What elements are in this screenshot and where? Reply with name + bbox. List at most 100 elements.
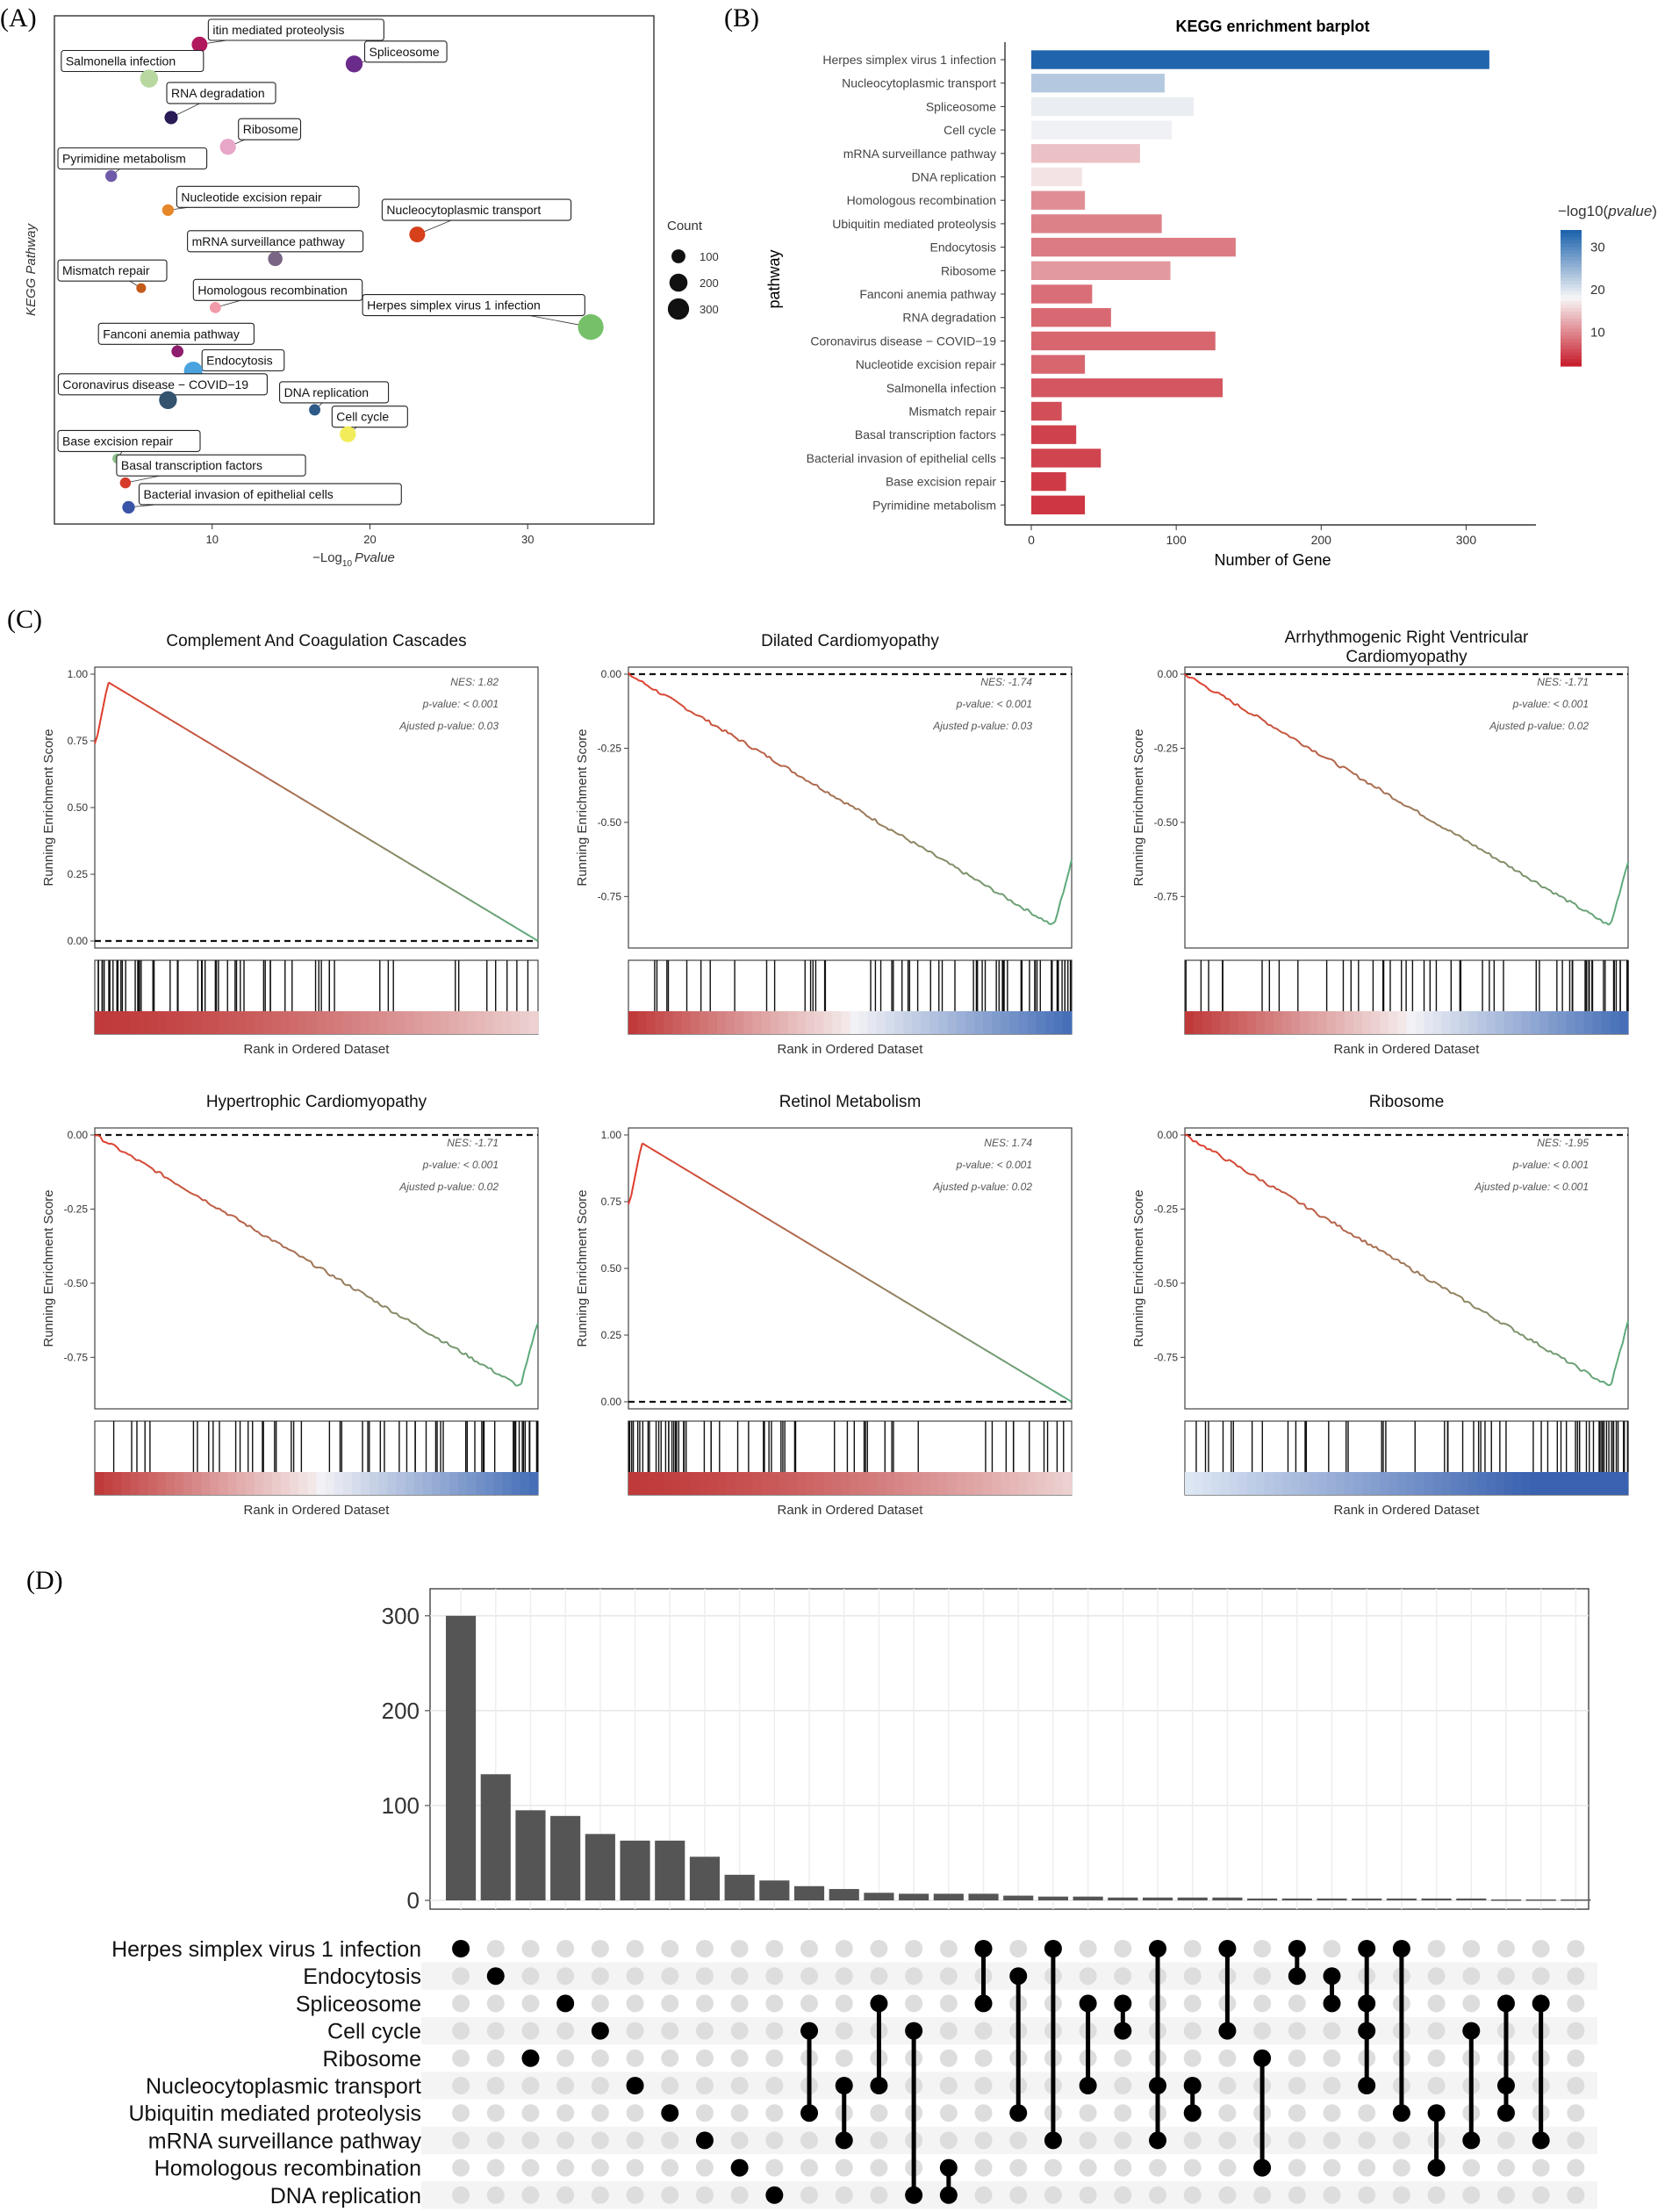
- gsea-heat-strip: [1185, 1011, 1629, 1034]
- gsea-curve-segment: [755, 748, 759, 751]
- gsea-heat-cell: [528, 1011, 539, 1034]
- gsea-heat-cell: [664, 1011, 673, 1034]
- gsea-curve-segment: [1403, 804, 1407, 808]
- gsea-curve-segment: [872, 1281, 876, 1284]
- panel-b-legend-swatch: [1561, 335, 1582, 340]
- gsea-curve-segment: [352, 828, 356, 832]
- gsea-curve-segment: [1333, 760, 1338, 766]
- gsea-curve-segment: [1503, 1322, 1507, 1325]
- panel-b-bar: [1031, 120, 1173, 140]
- gsea-curve-segment: [158, 711, 162, 715]
- panel-a-xlabel-sub: 10: [342, 559, 353, 569]
- gsea-curve-segment: [240, 761, 245, 765]
- gsea-heat-cell: [104, 1011, 113, 1034]
- gsea-curve-segment: [169, 1178, 173, 1182]
- gsea-curve-segment: [534, 1322, 539, 1332]
- gsea-curve-segment: [1026, 908, 1031, 913]
- gsea-curve-segment: [855, 1270, 859, 1275]
- upset-ytick-label: 100: [382, 1792, 420, 1819]
- gsea-curve-segment: [154, 709, 160, 714]
- gsea-curve-segment: [105, 1141, 110, 1145]
- gsea-curve-segment: [141, 1160, 146, 1165]
- upset-dot-inactive: [870, 2104, 888, 2122]
- gsea-curve-segment: [1602, 1380, 1607, 1385]
- gsea-curve-segment: [635, 1153, 641, 1168]
- upset-dot-inactive: [591, 2049, 609, 2067]
- upset-dot-inactive: [626, 2104, 644, 2122]
- upset-dot-inactive: [1288, 2186, 1306, 2204]
- gsea-curve-segment: [671, 1160, 677, 1165]
- gsea-heat-cell: [1424, 1472, 1434, 1495]
- panel-b-legend-swatch: [1561, 339, 1582, 343]
- gsea-heat-cell: [183, 1011, 193, 1034]
- gsea-heat-cell: [342, 1011, 353, 1034]
- gsea-curve-segment: [520, 930, 525, 934]
- gsea-curve-segment: [293, 793, 298, 797]
- panel-a-label-box: [192, 278, 363, 301]
- gsea-curve-segment: [721, 729, 726, 733]
- gsea-curve-segment: [125, 692, 129, 695]
- gsea-heat-cell: [192, 1472, 202, 1495]
- gsea-heat-cell: [707, 1011, 718, 1034]
- gsea-curve-segment: [977, 879, 981, 883]
- gsea-curve-segment: [1386, 792, 1391, 796]
- gsea-heat-cell: [1044, 1011, 1055, 1034]
- panel-a-point-label: Nucleocytoplasmic transport: [386, 203, 541, 217]
- gsea-curve-segment: [1298, 1202, 1302, 1205]
- gsea-curve-segment: [152, 708, 156, 712]
- gsea-curve-segment: [1436, 823, 1440, 827]
- gsea-curve-segment: [1378, 786, 1382, 792]
- gsea-curve-segment: [257, 772, 262, 775]
- gsea-curve-segment: [1616, 892, 1621, 902]
- gsea-curve-segment: [744, 1203, 749, 1208]
- gsea-curve-segment: [965, 1337, 970, 1341]
- gsea-curve-segment: [429, 1333, 434, 1337]
- gsea-heat-cell: [1220, 1472, 1230, 1495]
- gsea-curve-segment: [882, 1287, 887, 1291]
- gsea-curve-segment: [819, 1249, 823, 1253]
- upset-bar: [1456, 1898, 1487, 1900]
- gsea-curve-segment: [1043, 1384, 1048, 1388]
- gsea-curve-segment: [688, 709, 693, 714]
- gsea-curve-segment: [377, 1301, 381, 1306]
- gsea-heat-cell: [1194, 1011, 1203, 1034]
- gsea-curve-segment: [338, 820, 342, 823]
- panel-a-point-label: Fanconi anemia pathway: [103, 327, 240, 341]
- upset-set-label: Ribosome: [322, 2047, 421, 2072]
- gsea-curve-segment: [1589, 912, 1593, 916]
- gsea-curve-segment: [171, 720, 176, 723]
- gsea-curve-segment: [1234, 1162, 1238, 1167]
- gsea-heat-cell: [440, 1011, 450, 1034]
- panel-a-point: [171, 345, 184, 358]
- upset-bar: [899, 1893, 929, 1900]
- gsea-curve-segment: [221, 1210, 226, 1213]
- gsea-curve-segment: [509, 1379, 514, 1383]
- upset-dot-inactive: [1079, 2131, 1097, 2150]
- gsea-curve-segment: [1026, 1374, 1031, 1378]
- upset-dot-inactive: [486, 2158, 505, 2177]
- gsea-heat-cell: [227, 1011, 238, 1034]
- gsea-curve-segment: [391, 1311, 395, 1315]
- gsea-curve-segment: [927, 1314, 931, 1318]
- gsea-heat-cell: [1282, 1472, 1292, 1495]
- gsea-curve-segment: [830, 794, 834, 797]
- gsea-pvalue: p-value: < 0.001: [422, 698, 499, 710]
- gsea-heat-cell: [1512, 1011, 1523, 1034]
- gsea-plot-frame: [1184, 666, 1629, 949]
- gsea-curve-segment: [738, 1201, 743, 1204]
- upset-bar: [585, 1834, 615, 1900]
- gsea-heat-cell: [1601, 1472, 1611, 1495]
- gsea-curve-segment: [741, 739, 745, 743]
- gsea-curve-segment: [418, 1326, 422, 1331]
- upset-dot-inactive: [452, 1994, 470, 2013]
- gsea-curve-segment: [528, 1341, 534, 1352]
- panel-b-bar: [1031, 331, 1216, 351]
- gsea-curve-segment: [1018, 1369, 1023, 1373]
- panel-b-legend-swatch: [1561, 254, 1582, 258]
- gsea-curve-segment: [996, 1355, 1001, 1360]
- upset-dot-inactive: [1427, 2077, 1446, 2094]
- gsea-heat-cell: [1255, 1011, 1266, 1034]
- gsea-curve-segment: [279, 785, 284, 789]
- gsea-curve-segment: [1467, 839, 1471, 844]
- gsea-curve-segment: [357, 1289, 362, 1293]
